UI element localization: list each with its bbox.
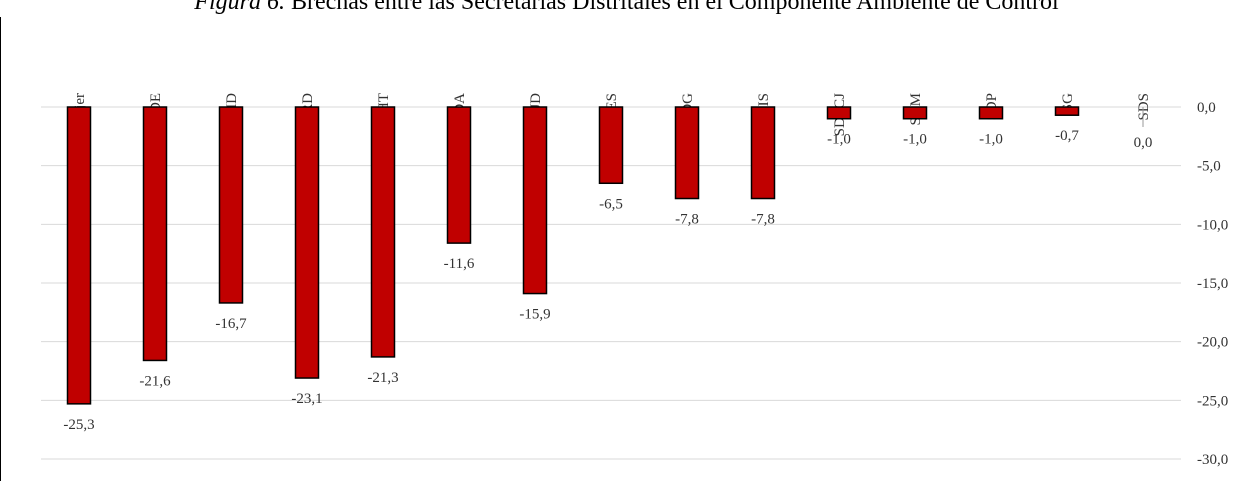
bar bbox=[1054, 106, 1080, 116]
data-label: -21,3 bbox=[367, 370, 398, 386]
bar bbox=[826, 106, 852, 120]
data-label: -25,3 bbox=[63, 417, 94, 433]
figure-number: Figura 6. bbox=[194, 0, 285, 15]
bar bbox=[294, 106, 320, 379]
data-label: -1,0 bbox=[979, 132, 1003, 148]
bar bbox=[750, 106, 776, 200]
bar bbox=[66, 106, 92, 405]
data-label: -1,0 bbox=[827, 132, 851, 148]
data-label: 0,0 bbox=[1134, 135, 1153, 151]
bar bbox=[978, 106, 1004, 120]
data-label: -16,7 bbox=[215, 316, 247, 332]
bar bbox=[902, 106, 928, 120]
data-label: -11,6 bbox=[444, 256, 475, 272]
y-tick-label: -15,0 bbox=[1197, 276, 1228, 292]
y-tick-label: -25,0 bbox=[1197, 393, 1228, 409]
data-label: -23,1 bbox=[291, 391, 322, 407]
y-tick-label: 0,0 bbox=[1197, 100, 1216, 116]
bar bbox=[598, 106, 624, 185]
data-label: -7,8 bbox=[675, 212, 699, 228]
data-label: -15,9 bbox=[519, 307, 550, 323]
data-label: -1,0 bbox=[903, 132, 927, 148]
data-label: -6,5 bbox=[599, 196, 623, 212]
bar-chart: 0,0-5,0-10,0-15,0-20,0-25,0-30,0SDMujer-… bbox=[41, 93, 1228, 468]
chart-area: 0,0-5,0-10,0-15,0-20,0-25,0-30,0SDMujer-… bbox=[0, 17, 1253, 481]
category-label: SDS bbox=[1136, 93, 1152, 121]
bar bbox=[446, 106, 472, 244]
bar bbox=[522, 106, 548, 295]
bar bbox=[218, 106, 244, 304]
y-tick-label: -30,0 bbox=[1197, 452, 1228, 468]
y-tick-label: -5,0 bbox=[1197, 159, 1221, 175]
bar bbox=[370, 106, 396, 358]
data-label: -7,8 bbox=[751, 212, 775, 228]
figure-title: Brechas entre las Secretarías Distritale… bbox=[290, 0, 1059, 15]
bar bbox=[142, 106, 168, 362]
y-tick-label: -10,0 bbox=[1197, 217, 1228, 233]
y-tick-label: -20,0 bbox=[1197, 335, 1228, 351]
bar bbox=[674, 106, 700, 200]
figure-caption: Figura 6. Brechas entre las Secretarías … bbox=[0, 0, 1253, 17]
data-label: -0,7 bbox=[1055, 128, 1079, 144]
data-label: -21,6 bbox=[139, 373, 171, 389]
